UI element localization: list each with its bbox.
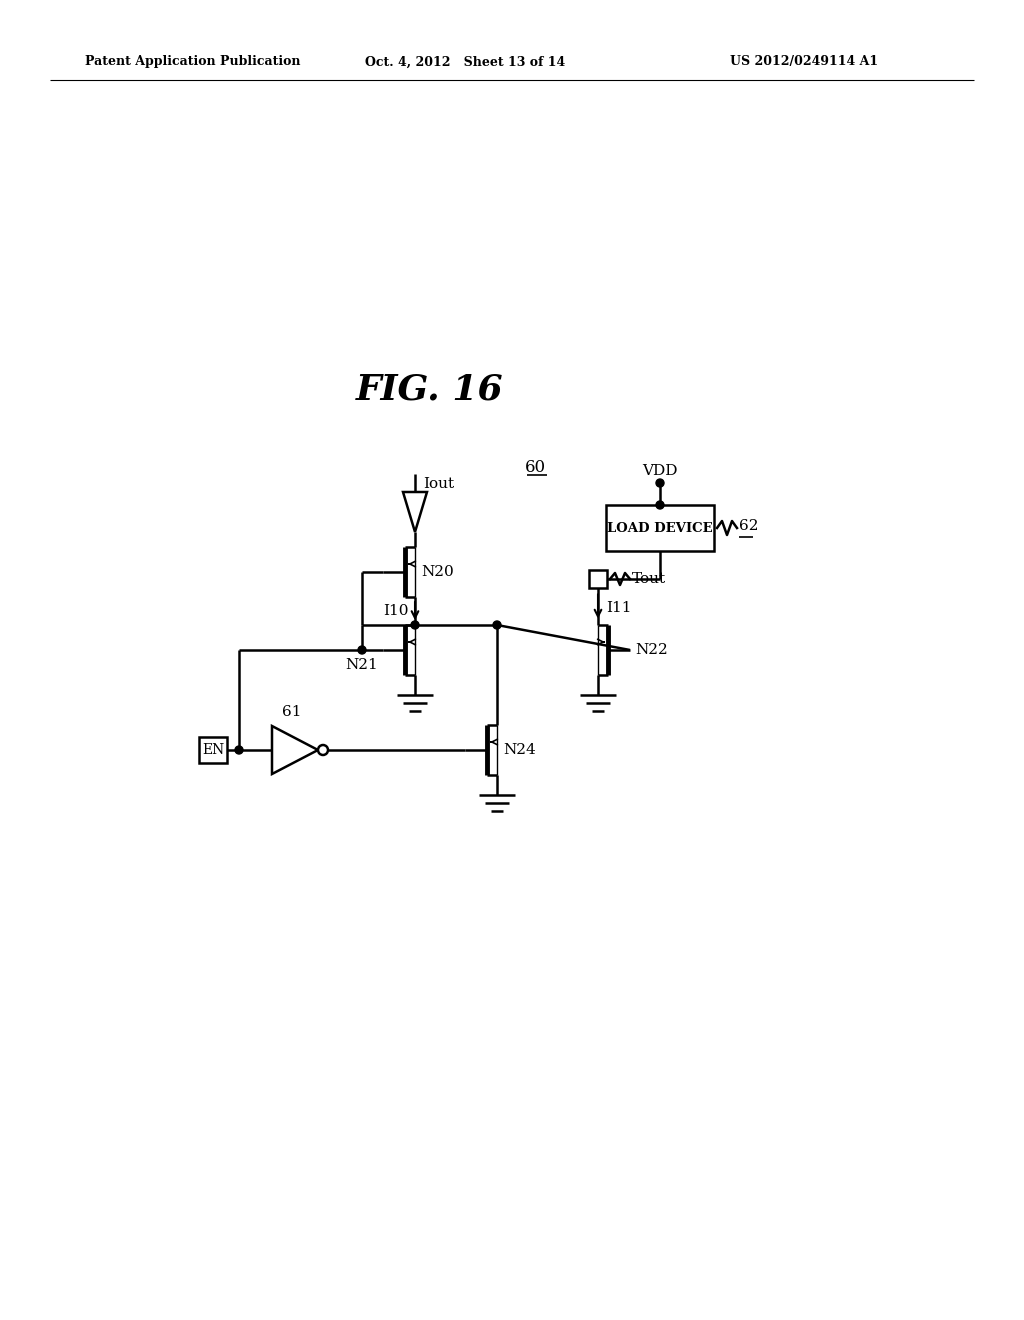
Polygon shape bbox=[272, 726, 318, 774]
Text: I10: I10 bbox=[384, 605, 409, 618]
Text: 60: 60 bbox=[524, 459, 546, 477]
Text: Tout: Tout bbox=[632, 572, 667, 586]
Text: EN: EN bbox=[202, 743, 224, 756]
Text: N20: N20 bbox=[421, 565, 454, 579]
Text: 62: 62 bbox=[739, 519, 759, 533]
Text: US 2012/0249114 A1: US 2012/0249114 A1 bbox=[730, 55, 879, 69]
Circle shape bbox=[358, 645, 366, 653]
Text: Oct. 4, 2012   Sheet 13 of 14: Oct. 4, 2012 Sheet 13 of 14 bbox=[365, 55, 565, 69]
Text: Iout: Iout bbox=[423, 477, 454, 491]
FancyBboxPatch shape bbox=[589, 570, 607, 587]
Circle shape bbox=[234, 746, 243, 754]
FancyBboxPatch shape bbox=[199, 737, 227, 763]
Polygon shape bbox=[403, 492, 427, 532]
Circle shape bbox=[656, 479, 664, 487]
Circle shape bbox=[318, 744, 328, 755]
Text: 61: 61 bbox=[282, 705, 301, 719]
Circle shape bbox=[656, 502, 664, 510]
Circle shape bbox=[493, 620, 501, 630]
Text: I11: I11 bbox=[606, 602, 632, 615]
Text: Patent Application Publication: Patent Application Publication bbox=[85, 55, 300, 69]
Text: N21: N21 bbox=[345, 657, 378, 672]
Text: FIG. 16: FIG. 16 bbox=[356, 374, 504, 407]
Text: N22: N22 bbox=[635, 643, 668, 657]
Circle shape bbox=[411, 620, 419, 630]
Text: LOAD DEVICE: LOAD DEVICE bbox=[607, 521, 713, 535]
FancyBboxPatch shape bbox=[606, 506, 714, 550]
Text: N24: N24 bbox=[503, 743, 536, 756]
Text: VDD: VDD bbox=[642, 465, 678, 478]
